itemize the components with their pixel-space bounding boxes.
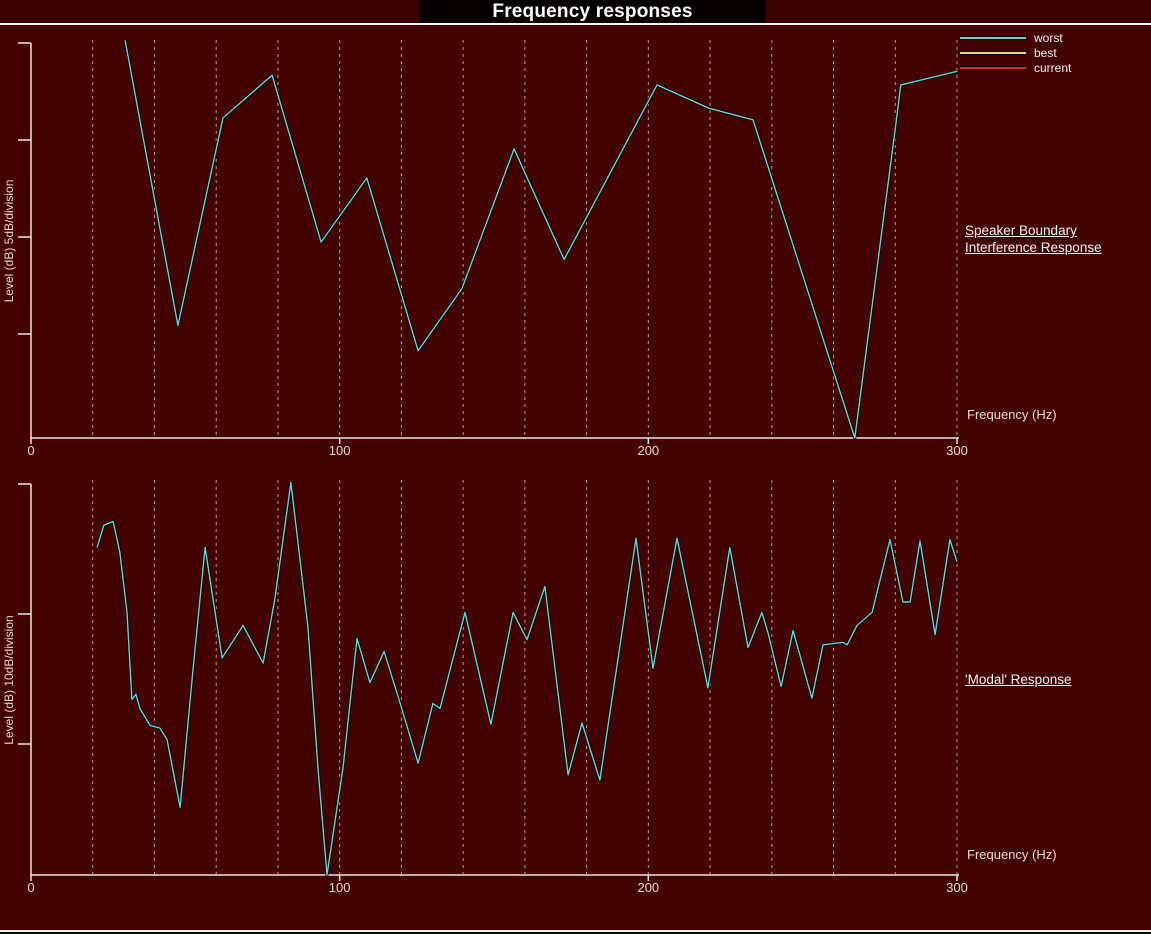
legend-line-swatch	[960, 36, 1026, 39]
series-halo-worst	[95, 480, 959, 877]
legend-row: current	[960, 60, 1071, 75]
series-line-worst	[124, 40, 958, 439]
side-link-modal[interactable]: 'Modal' Response	[965, 672, 1072, 687]
x-tick-label: 100	[328, 880, 351, 895]
x-tick-label: 300	[946, 880, 968, 895]
side-link-sbir[interactable]: Speaker Boundary Interference Response	[965, 223, 1102, 255]
x-tick-label: 0	[27, 443, 35, 458]
legend-row: worst	[960, 30, 1071, 45]
x-tick-label: 200	[637, 880, 660, 895]
x-tick-label: 100	[328, 443, 351, 458]
legend: worst best current	[960, 30, 1071, 75]
x-tick-label: 0	[27, 880, 35, 895]
x-tick-label: 300	[946, 443, 968, 458]
series-line-worst	[96, 481, 958, 876]
frequency-axis-label: Frequency (Hz)	[967, 407, 1057, 422]
legend-label: current	[1034, 60, 1072, 75]
level-axis-label: Level (dB) 5dB/division	[2, 179, 16, 302]
bottom-separator	[0, 930, 1151, 932]
frequency-axis-label: Frequency (Hz)	[967, 847, 1057, 862]
bottom-edge	[0, 932, 1151, 934]
legend-label: best	[1034, 45, 1057, 60]
legend-row: best	[960, 45, 1071, 60]
page-title: Frequency responses	[492, 0, 693, 22]
legend-label: worst	[1034, 30, 1063, 45]
legend-line-swatch	[960, 51, 1026, 54]
series-halo-worst	[123, 40, 958, 440]
x-tick-label: 200	[637, 443, 660, 458]
title-bar: Frequency responses	[0, 0, 1151, 25]
title-background: Frequency responses	[420, 0, 765, 23]
legend-line-swatch	[960, 66, 1026, 69]
level-axis-label: Level (dB) 10dB/division	[2, 614, 16, 745]
